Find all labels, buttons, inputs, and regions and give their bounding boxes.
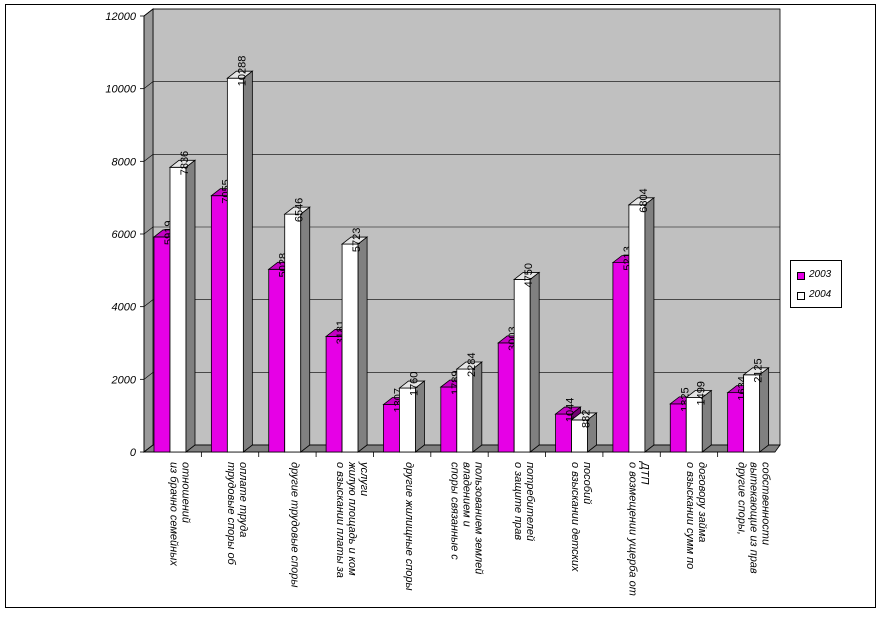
bar-2004-side (587, 412, 597, 453)
bar-2003-front (268, 268, 286, 453)
y-tick-label: 8000 (112, 156, 137, 168)
x-category-label: другие споры,вытекающие из правсобственн… (735, 462, 771, 574)
x-category-label-line: пособий (581, 462, 593, 504)
y-tick-label: 12000 (105, 11, 136, 23)
x-category-label: о взыскании сумм подоговору займа (684, 462, 708, 569)
bar-2003-front (612, 262, 630, 453)
bar-2004-side (759, 366, 770, 453)
gridline-side (143, 8, 154, 17)
data-label: 1760 (408, 372, 420, 396)
bar-2004-side (300, 206, 311, 453)
x-category-label: о взыскании детскихпособий (569, 462, 593, 572)
bar-2003-front (440, 386, 458, 453)
data-label: 882 (581, 410, 593, 428)
data-label: 6804 (638, 188, 650, 212)
data-label: 4750 (523, 263, 535, 287)
bar-2004-side (415, 380, 425, 453)
x-category-label-line: о защите прав (512, 462, 524, 540)
x-category-label-line: о возмещении ущерба от (627, 462, 639, 596)
x-category-label-line: о взыскании сумм по (684, 462, 696, 569)
bar-2004-side (242, 70, 253, 453)
gridline-side (143, 444, 154, 453)
data-label: 1499 (695, 381, 707, 405)
x-category-label-line: вытекающие из прав (747, 462, 759, 574)
gridline-side (143, 299, 154, 307)
x-category-label-line: жилую площадь и ком (346, 461, 358, 576)
data-label: 2125 (753, 358, 765, 382)
bar-2004-front (513, 279, 531, 453)
x-category-label: о взыскании платы зажилую площадь и кому… (334, 461, 370, 578)
bar-2003-front (497, 342, 515, 453)
gridline-side (143, 81, 154, 89)
data-label: 2284 (466, 353, 478, 377)
bar-2004-front (628, 204, 646, 453)
x-category-label-line: о взыскании платы за (334, 462, 346, 578)
bar-2003-front (210, 195, 228, 453)
gridline-side (143, 226, 154, 235)
legend-swatch-2003 (797, 272, 805, 280)
x-category-label-line: отношений (180, 462, 192, 523)
bar-2004-side (185, 159, 196, 453)
bar-2003-front (325, 336, 343, 453)
x-category-label: из брачно семейныхотношений (168, 462, 192, 566)
legend-label-2003: 2003 (809, 269, 832, 280)
y-tick-label: 2000 (111, 374, 137, 386)
bar-2003-front (153, 236, 171, 453)
x-category-label-line: другие жилищные споры (403, 462, 415, 591)
x-category-label-line: другие споры, (735, 462, 747, 535)
x-category-label-line: другие трудовые споры (288, 462, 300, 587)
y-tick-label: 10000 (105, 84, 136, 96)
x-category-label-line: из брачно семейных (168, 462, 180, 566)
bar-2004-side (529, 271, 540, 453)
x-category-label-line: ДТП (639, 460, 651, 484)
x-category-label: о возмещении ущерба отДТП (627, 460, 651, 596)
x-category-label-line: услуги (358, 461, 370, 496)
x-category-label: другие жилищные споры (403, 462, 415, 591)
x-category-label-line: пользованием землей (473, 462, 485, 574)
bar-2004-side (701, 389, 712, 453)
x-category-label: трудовые споры обоплате труда (225, 462, 249, 566)
data-label: 7836 (179, 151, 191, 175)
gridline-side (143, 372, 154, 380)
x-category-label-line: потребителей (524, 462, 536, 541)
data-label: 6546 (294, 198, 306, 222)
legend-swatch-2004 (797, 292, 805, 300)
legend-label-2004: 2004 (809, 289, 832, 300)
gridline-side (143, 154, 154, 162)
data-label: 1044 (565, 398, 577, 422)
x-category-label: споры связанные свладением ипользованием… (449, 462, 485, 574)
x-category-label-line: владением и (461, 462, 473, 527)
x-category-label-line: о взыскании детских (569, 462, 581, 572)
data-label: 5723 (351, 228, 363, 252)
y-tick-label: 4000 (112, 302, 137, 314)
bar-2004-front (456, 368, 474, 453)
x-category-label: о защите правпотребителей (512, 462, 536, 541)
y-tick-label: 6000 (112, 229, 137, 241)
bar-2004-front (169, 166, 187, 453)
bar-2004-side (357, 236, 368, 453)
x-category-label: другие трудовые споры (288, 462, 300, 587)
x-category-label-line: договору займа (696, 462, 708, 542)
bar-2004-front (341, 243, 359, 453)
bar-2004-front (399, 387, 416, 453)
y-tick-label: 0 (130, 447, 137, 459)
bar-2004-side (644, 196, 655, 453)
bar-2004-side (472, 361, 483, 453)
data-label: 10288 (236, 56, 248, 87)
bar-2004-front (743, 374, 761, 453)
x-category-label-line: споры связанные с (449, 462, 461, 560)
bar-2004-front (226, 77, 244, 453)
bar-2004-front (284, 213, 302, 453)
legend: 2003 2004 (790, 260, 842, 308)
x-category-label-line: собственности (759, 462, 771, 545)
x-category-label-line: оплате труда (237, 462, 249, 537)
x-category-label-line: трудовые споры об (225, 462, 237, 566)
